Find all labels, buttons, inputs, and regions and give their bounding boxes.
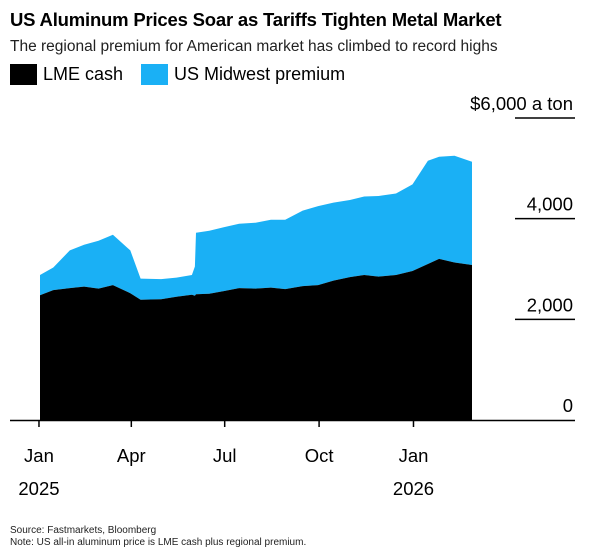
x-tick-label-3: Oct (305, 445, 334, 466)
area-us-midwest-premium (40, 155, 472, 300)
x-tick-year-4: 2026 (393, 478, 434, 499)
legend-swatch-us-midwest-premium (141, 64, 169, 85)
x-tick-label-1: Apr (117, 445, 146, 466)
chart-plot: $6,000 a ton 4,000 2,000 0 Jan 2025 Apr Jul Oct J… (10, 93, 575, 499)
legend: LME cash US Midwest premium (10, 64, 363, 85)
legend-item-us-midwest-premium: US Midwest premium (141, 64, 345, 85)
y-tick-label-4000: 4,000 (527, 194, 573, 215)
source-note: Source: Fastmarkets, Bloomberg (10, 525, 157, 536)
area-lme-cash (40, 258, 472, 420)
x-tick-label-4: Jan (399, 445, 429, 466)
chart-title: US Aluminum Prices Soar as Tariffs Tight… (10, 9, 502, 30)
legend-label-us-midwest-premium: US Midwest premium (174, 64, 346, 84)
y-tick-label-0: 0 (563, 395, 573, 416)
chart-footer: Source: Fastmarkets, Bloomberg Note: US … (10, 525, 306, 549)
y-tick-label-2000: 2,000 (527, 294, 573, 315)
x-tick-label-2: Jul (213, 445, 237, 466)
chart-subtitle: The regional premium for American market… (10, 38, 498, 55)
legend-swatch-lme-cash (10, 64, 37, 85)
footnote: Note: US all-in aluminum price is LME ca… (10, 537, 307, 548)
y-tick-label-6000: $6,000 a ton (470, 93, 573, 114)
x-tick-year-0: 2025 (18, 478, 59, 499)
legend-label-lme-cash: LME cash (43, 64, 124, 84)
x-tick-label-0: Jan (24, 445, 54, 466)
legend-item-lme-cash: LME cash (10, 64, 123, 85)
